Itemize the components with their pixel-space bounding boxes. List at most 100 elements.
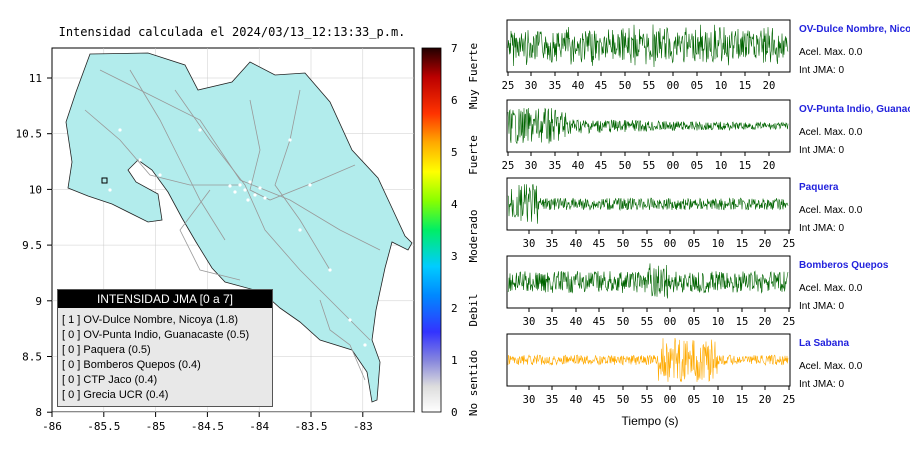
- time-tick-label: 20: [759, 394, 772, 406]
- map-y-tick-label: 11: [29, 72, 42, 85]
- waveform-trace: [507, 337, 789, 382]
- time-tick-label: 00: [667, 160, 680, 172]
- time-tick-label: 30: [523, 238, 536, 250]
- intensity-colorbar: [421, 47, 442, 413]
- station-max-acceleration: Acel. Max. 0.0: [799, 47, 863, 58]
- time-tick-label: 30: [523, 394, 536, 406]
- time-tick-label: 20: [759, 316, 772, 328]
- map-title: Intensidad calculada el 2024/03/13_12:13…: [59, 25, 406, 39]
- legend-box: INTENSIDAD JMA [0 a 7] [ 1 ] OV-Dulce No…: [57, 289, 273, 407]
- time-tick-label: 45: [593, 394, 606, 406]
- station-jma-intensity: Int JMA: 0: [799, 65, 845, 76]
- time-tick-label: 10: [715, 160, 728, 172]
- time-tick-label: 20: [763, 160, 776, 172]
- time-tick-label: 45: [595, 80, 608, 92]
- time-tick-label: 15: [736, 238, 749, 250]
- station-name[interactable]: La Sabana: [799, 338, 850, 349]
- station-name[interactable]: Paquera: [799, 182, 839, 193]
- time-tick-label: 25: [783, 316, 796, 328]
- map-y-tick-label: 10.5: [16, 128, 43, 141]
- colorbar-tick-label: 7: [451, 42, 458, 55]
- time-tick-label: 00: [664, 394, 677, 406]
- time-tick-label: 00: [664, 316, 677, 328]
- station-max-acceleration: Acel. Max. 0.0: [799, 361, 863, 372]
- time-tick-label: 30: [525, 80, 538, 92]
- time-tick-label: 50: [619, 80, 632, 92]
- time-tick-label: 00: [667, 80, 680, 92]
- waveform-trace: [507, 24, 789, 68]
- time-tick-label: 55: [641, 238, 654, 250]
- time-tick-label: 45: [593, 238, 606, 250]
- time-tick-label: 25: [783, 394, 796, 406]
- station-name[interactable]: OV-Dulce Nombre, Nicoya: [799, 24, 910, 35]
- map-x-tick-label: -83: [353, 420, 373, 433]
- colorbar-tick-label: 3: [451, 250, 458, 263]
- time-tick-label: 25: [502, 80, 515, 92]
- map-x-tick-label: -85.5: [87, 420, 120, 433]
- legend-item: [ 0 ] Paquera (0.5): [62, 344, 151, 356]
- time-tick-label: 40: [572, 160, 585, 172]
- map-y-tick-label: 8.5: [22, 351, 42, 364]
- waveform-trace: [507, 263, 789, 299]
- epicenter-marker: [101, 177, 108, 184]
- seismogram-trace-panel: 30 35 40 45 50 55 00 05 10 15 20 25: [506, 255, 796, 328]
- time-tick-label: 15: [736, 394, 749, 406]
- station-name[interactable]: Bomberos Quepos: [799, 260, 889, 271]
- map-x-tick-label: -83.5: [294, 420, 327, 433]
- seismogram-trace-panel: 25 30 35 40 45 50 55 00 05 10 15 20: [502, 19, 791, 92]
- time-tick-label: 10: [712, 238, 725, 250]
- road-network: [84, 69, 381, 381]
- seismogram-trace-panel: 30 35 40 45 50 55 00 05 10 15 20 25: [506, 333, 796, 406]
- seismogram-trace-panel: 30 35 40 45 50 55 00 05 10 15 20 25: [506, 177, 796, 250]
- legend-item: [ 0 ] OV-Punta Indio, Guanacaste (0.5): [62, 329, 250, 341]
- time-tick-label: 10: [712, 316, 725, 328]
- time-tick-label: 30: [523, 316, 536, 328]
- colorbar-intensity-label: Debil: [467, 293, 480, 326]
- time-tick-label: 40: [570, 394, 583, 406]
- colorbar-tick-label: 6: [451, 94, 458, 107]
- time-tick-label: 25: [783, 238, 796, 250]
- time-tick-label: 50: [617, 238, 630, 250]
- station-jma-intensity: Int JMA: 0: [799, 145, 845, 156]
- legend-items: [ 1 ] OV-Dulce Nombre, Nicoya (1.8) [ 0 ]…: [58, 308, 272, 403]
- colorbar-tick-label: 0: [451, 406, 458, 419]
- time-tick-label: 05: [691, 160, 704, 172]
- time-tick-label: 55: [643, 160, 656, 172]
- time-tick-label: 15: [736, 316, 749, 328]
- map-y-tick-label: 9.5: [22, 239, 42, 252]
- station-max-acceleration: Acel. Max. 0.0: [799, 205, 863, 216]
- time-tick-label: 15: [739, 160, 752, 172]
- time-tick-label: 05: [688, 394, 701, 406]
- legend-item: [ 0 ] CTP Jaco (0.4): [62, 374, 158, 386]
- time-tick-label: 05: [691, 80, 704, 92]
- station-max-acceleration: Acel. Max. 0.0: [799, 127, 863, 138]
- time-tick-label: 00: [664, 238, 677, 250]
- time-tick-label: 05: [688, 238, 701, 250]
- map-y-axis: 11 10.5 10 9.5 9 8.5 8: [16, 72, 52, 419]
- time-tick-label: 35: [546, 394, 559, 406]
- time-tick-label: 35: [546, 238, 559, 250]
- colorbar-intensity-label: Muy Fuerte: [467, 43, 480, 109]
- map-x-axis: -86 -85.5 -85 -84.5 -84 -83.5 -83: [42, 412, 373, 433]
- time-tick-label: 55: [641, 316, 654, 328]
- colorbar-tick-label: 1: [451, 354, 458, 367]
- map-x-tick-label: -84: [249, 420, 269, 433]
- colorbar-tick-label: 4: [451, 198, 458, 211]
- time-tick-label: 40: [570, 238, 583, 250]
- station-jma-intensity: Int JMA: 0: [799, 301, 845, 312]
- colorbar-intensity-label: No sentido: [467, 350, 480, 416]
- time-tick-label: 45: [593, 316, 606, 328]
- legend-item: [ 0 ] Grecia UCR (0.4): [62, 389, 169, 401]
- colorbar-intensity-label: Fuerte: [467, 135, 480, 175]
- map-x-tick-label: -86: [42, 420, 62, 433]
- time-tick-label: 50: [619, 160, 632, 172]
- time-tick-label: 20: [759, 238, 772, 250]
- legend-item: [ 1 ] OV-Dulce Nombre, Nicoya (1.8): [62, 314, 239, 326]
- map-y-tick-label: 9: [35, 295, 42, 308]
- legend-title: INTENSIDAD JMA [0 a 7]: [58, 290, 272, 308]
- time-tick-label: 10: [712, 394, 725, 406]
- waveform-trace: [507, 107, 789, 144]
- station-name[interactable]: OV-Punta Indio, Guanacaste: [799, 104, 910, 115]
- time-tick-label: 05: [688, 316, 701, 328]
